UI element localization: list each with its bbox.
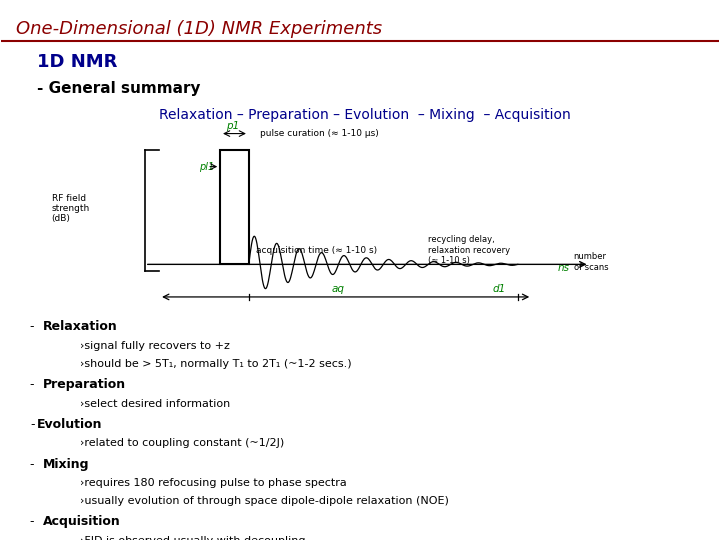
Text: Acquisition: Acquisition [43,515,121,529]
Text: Mixing: Mixing [43,457,89,470]
Text: -: - [30,515,39,529]
Text: ›usually evolution of through space dipole-dipole relaxation (NOE): ›usually evolution of through space dipo… [81,496,449,507]
Text: pulse curation (≈ 1-10 μs): pulse curation (≈ 1-10 μs) [260,129,378,138]
Text: ›signal fully recovers to +z: ›signal fully recovers to +z [81,341,230,351]
Text: -: - [30,418,35,431]
Text: RF field
strength
(dB): RF field strength (dB) [52,194,90,224]
Text: ›requires 180 refocusing pulse to phase spectra: ›requires 180 refocusing pulse to phase … [81,478,347,488]
Text: number
of scans: number of scans [574,252,608,272]
Text: recycling delay,
relaxation recovery
(≈ 1-10 s): recycling delay, relaxation recovery (≈ … [428,235,510,265]
Text: Evolution: Evolution [37,418,102,431]
Text: Preparation: Preparation [43,378,126,391]
Text: One-Dimensional (1D) NMR Experiments: One-Dimensional (1D) NMR Experiments [16,20,382,38]
Text: -: - [30,457,39,470]
Text: d1: d1 [492,285,506,294]
Text: aq: aq [332,285,345,294]
Text: p1: p1 [225,121,239,131]
Text: ›related to coupling constant (~1/2J): ›related to coupling constant (~1/2J) [81,438,284,448]
Text: ›FID is observed usually with decoupling: ›FID is observed usually with decoupling [81,536,306,540]
Text: Relaxation: Relaxation [43,320,118,333]
Text: ›should be > 5T₁, normally T₁ to 2T₁ (~1-2 secs.): ›should be > 5T₁, normally T₁ to 2T₁ (~1… [81,359,352,369]
Text: -: - [30,320,39,333]
Text: -: - [30,378,39,391]
Text: - General summary: - General summary [37,80,201,96]
Text: acquisition time (≈ 1-10 s): acquisition time (≈ 1-10 s) [256,246,377,255]
Bar [220,150,249,265]
Text: ›select desired information: ›select desired information [81,399,230,409]
Text: 1D NMR: 1D NMR [37,52,117,71]
Text: pl1: pl1 [199,161,215,172]
Text: ns: ns [557,262,570,273]
Text: Relaxation – Preparation – Evolution  – Mixing  – Acquisition: Relaxation – Preparation – Evolution – M… [159,109,571,123]
